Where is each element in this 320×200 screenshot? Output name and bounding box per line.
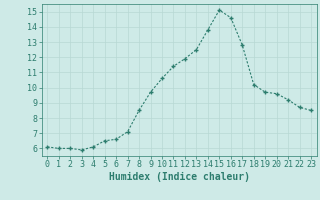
X-axis label: Humidex (Indice chaleur): Humidex (Indice chaleur)	[109, 172, 250, 182]
